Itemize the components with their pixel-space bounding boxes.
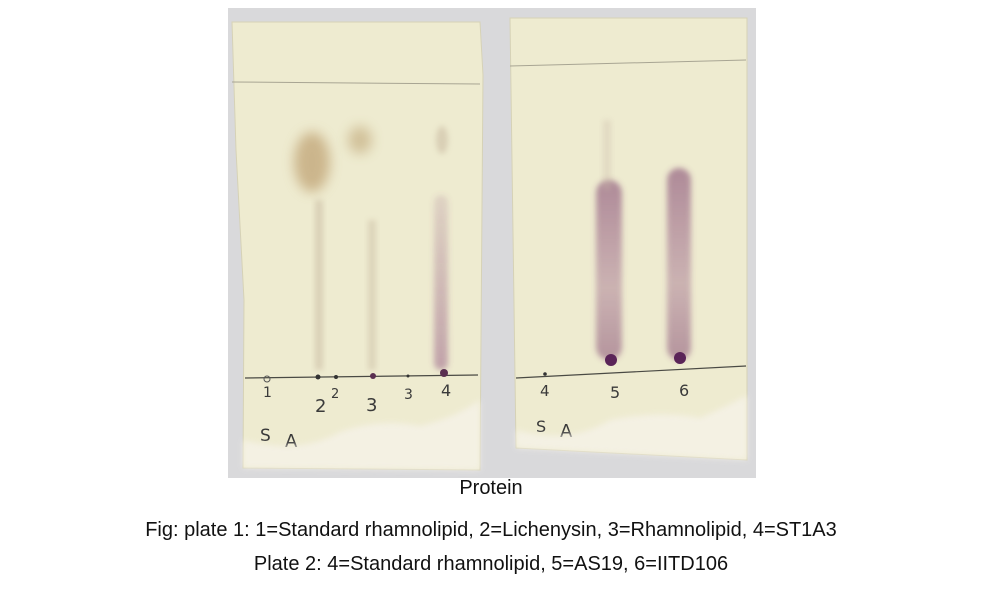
plate-2-streak-lane-5-tail: [603, 120, 611, 190]
figure-caption-line-1: Fig: plate 1: 1=Standard rhamnolipid, 2=…: [145, 519, 837, 541]
plate-1-streak-lane-4: [434, 195, 448, 370]
plate-1-spot-lane-3: [348, 126, 372, 154]
plate-2-origin-dot: [543, 372, 547, 376]
plate-2: 4 5 6 S A: [509, 17, 748, 461]
plate-1-origin-dot: [315, 374, 321, 380]
tlc-plates-photo: 1 2 2 3 3 4 S A 4 5 6 S A: [228, 8, 756, 478]
plate-2-lane-label: 6: [679, 381, 689, 400]
plate-1-lane-label: 3: [366, 395, 377, 416]
figure-title: Protein: [459, 477, 523, 499]
plate-1-lane-label: 4: [441, 381, 451, 400]
figure-caption-line-2: Plate 2: 4=Standard rhamnolipid, 5=AS19,…: [253, 553, 729, 575]
plate-1-streak-lane-3: [368, 220, 376, 370]
plate-1-bottom-wear: [243, 400, 480, 470]
plate-1-spot-lane-4-top: [436, 126, 448, 154]
plate-2-bottom-wear: [516, 395, 747, 460]
plate-2-solvent-front: [509, 59, 747, 67]
plate-1-corner-mark: S: [260, 426, 271, 446]
plate-1-lane-label: 2: [315, 396, 326, 417]
plate-1-lane-label: 2: [331, 387, 339, 402]
plate-1: 1 2 2 3 3 4 S A: [231, 21, 484, 471]
plate-2-origin-line: [515, 365, 747, 379]
plate-1-origin-dot: [263, 375, 271, 383]
plate-2-streak-lane-6: [667, 168, 691, 360]
plate-1-origin-dot: [440, 369, 448, 377]
plate-1-solvent-front: [231, 81, 481, 85]
plate-2-streak-lane-5: [596, 180, 622, 360]
plate-1-spot-lane-2: [294, 132, 330, 192]
plate-2-lane-label: 5: [610, 383, 620, 402]
plate-1-origin-line: [244, 374, 479, 379]
plate-2-corner-mark: S: [536, 417, 546, 436]
plate-2-lane-label: 4: [540, 382, 550, 400]
plate-2-origin-dot: [605, 354, 617, 366]
plate-1-lane-label: 3: [404, 387, 413, 403]
plate-1-lane-label: 1: [263, 385, 272, 401]
plate-1-origin-dot: [334, 375, 338, 379]
plate-1-streak-lane-2: [315, 200, 323, 370]
plate-1-origin-dot: [406, 374, 410, 378]
plate-2-origin-dot: [674, 352, 686, 364]
plate-1-origin-dot: [370, 373, 376, 379]
